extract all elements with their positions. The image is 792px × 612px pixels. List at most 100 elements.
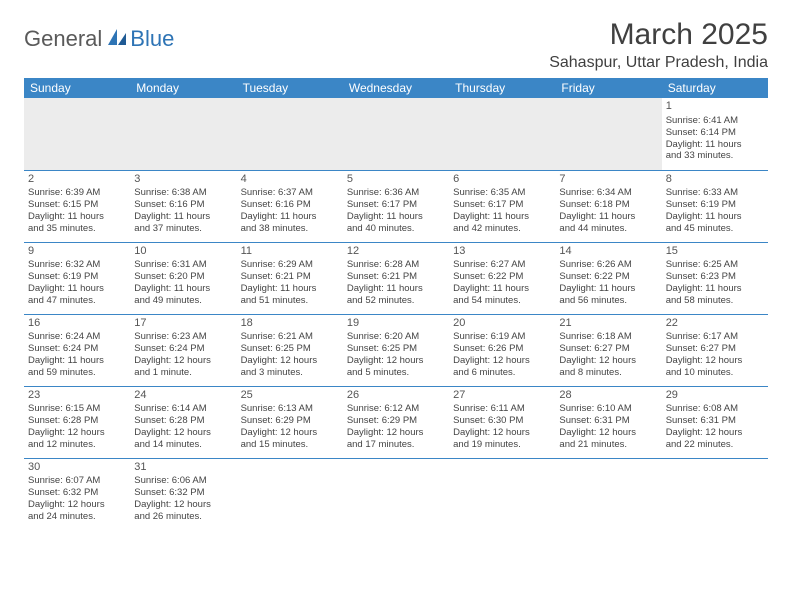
daylight-text: and 44 minutes.: [559, 223, 657, 235]
calendar-cell: 2Sunrise: 6:39 AMSunset: 6:15 PMDaylight…: [24, 170, 130, 242]
sunrise-text: Sunrise: 6:19 AM: [453, 331, 551, 343]
sunrise-text: Sunrise: 6:38 AM: [134, 187, 232, 199]
day-header-row: Sunday Monday Tuesday Wednesday Thursday…: [24, 78, 768, 98]
calendar-cell: 10Sunrise: 6:31 AMSunset: 6:20 PMDayligh…: [130, 242, 236, 314]
day-number: 26: [347, 389, 445, 403]
day-number: 8: [666, 173, 764, 187]
day-number: 15: [666, 245, 764, 259]
day-number: 13: [453, 245, 551, 259]
sunrise-text: Sunrise: 6:14 AM: [134, 403, 232, 415]
daylight-text: and 58 minutes.: [666, 295, 764, 307]
sunrise-text: Sunrise: 6:32 AM: [28, 259, 126, 271]
calendar-cell: 4Sunrise: 6:37 AMSunset: 6:16 PMDaylight…: [237, 170, 343, 242]
calendar-cell: 8Sunrise: 6:33 AMSunset: 6:19 PMDaylight…: [662, 170, 768, 242]
daylight-text: and 6 minutes.: [453, 367, 551, 379]
day-number: 18: [241, 317, 339, 331]
daylight-text: and 49 minutes.: [134, 295, 232, 307]
daylight-text: Daylight: 12 hours: [134, 355, 232, 367]
sunset-text: Sunset: 6:16 PM: [134, 199, 232, 211]
daylight-text: Daylight: 11 hours: [666, 139, 764, 151]
calendar-row: 16Sunrise: 6:24 AMSunset: 6:24 PMDayligh…: [24, 314, 768, 386]
calendar-cell: 15Sunrise: 6:25 AMSunset: 6:23 PMDayligh…: [662, 242, 768, 314]
sunset-text: Sunset: 6:28 PM: [134, 415, 232, 427]
daylight-text: Daylight: 11 hours: [559, 211, 657, 223]
calendar-cell: 3Sunrise: 6:38 AMSunset: 6:16 PMDaylight…: [130, 170, 236, 242]
sunrise-text: Sunrise: 6:18 AM: [559, 331, 657, 343]
sunset-text: Sunset: 6:19 PM: [666, 199, 764, 211]
calendar-cell: 19Sunrise: 6:20 AMSunset: 6:25 PMDayligh…: [343, 314, 449, 386]
sunrise-text: Sunrise: 6:17 AM: [666, 331, 764, 343]
daylight-text: and 14 minutes.: [134, 439, 232, 451]
calendar-cell: [662, 458, 768, 530]
calendar-row: 9Sunrise: 6:32 AMSunset: 6:19 PM Daylight…: [24, 242, 768, 314]
sunset-text: Sunset: 6:18 PM: [559, 199, 657, 211]
calendar-row: 1Sunrise: 6:41 AMSunset: 6:14 PMDaylight…: [24, 98, 768, 170]
daylight-text: Daylight: 12 hours: [666, 427, 764, 439]
sunset-text: Sunset: 6:22 PM: [559, 271, 657, 283]
daylight-text: and 24 minutes.: [28, 511, 126, 523]
col-thursday: Thursday: [449, 78, 555, 98]
sunset-text: Sunset: 6:19 PM: [28, 271, 126, 283]
calendar-cell: 25Sunrise: 6:13 AMSunset: 6:29 PMDayligh…: [237, 386, 343, 458]
daylight-text: Daylight: 12 hours: [559, 355, 657, 367]
sunset-text: Sunset: 6:25 PM: [347, 343, 445, 355]
day-number: 21: [559, 317, 657, 331]
daylight-text: Daylight: 11 hours: [241, 283, 339, 295]
daylight-text: Daylight: 12 hours: [241, 355, 339, 367]
calendar-row: 30Sunrise: 6:07 AMSunset: 6:32 PMDayligh…: [24, 458, 768, 530]
day-number: 17: [134, 317, 232, 331]
sunrise-text: Sunrise: 6:23 AM: [134, 331, 232, 343]
sunrise-text: Sunrise: 6:11 AM: [453, 403, 551, 415]
daylight-text: Daylight: 12 hours: [453, 355, 551, 367]
sunset-text: Sunset: 6:29 PM: [241, 415, 339, 427]
title-block: March 2025 Sahaspur, Uttar Pradesh, Indi…: [549, 18, 768, 72]
calendar-cell: 24Sunrise: 6:14 AMSunset: 6:28 PMDayligh…: [130, 386, 236, 458]
daylight-text: Daylight: 12 hours: [28, 499, 126, 511]
calendar-cell: [449, 98, 555, 170]
calendar-cell: 29Sunrise: 6:08 AMSunset: 6:31 PMDayligh…: [662, 386, 768, 458]
daylight-text: Daylight: 11 hours: [28, 211, 126, 223]
daylight-text: Daylight: 12 hours: [134, 499, 232, 511]
sunset-text: Sunset: 6:24 PM: [28, 343, 126, 355]
daylight-text: and 40 minutes.: [347, 223, 445, 235]
daylight-text: and 54 minutes.: [453, 295, 551, 307]
calendar-cell: 5Sunrise: 6:36 AMSunset: 6:17 PMDaylight…: [343, 170, 449, 242]
sunset-text: Sunset: 6:31 PM: [666, 415, 764, 427]
day-number: 7: [559, 173, 657, 187]
daylight-text: and 52 minutes.: [347, 295, 445, 307]
calendar-cell: [555, 98, 661, 170]
calendar-cell: [237, 98, 343, 170]
sunrise-text: Sunrise: 6:34 AM: [559, 187, 657, 199]
day-number: 11: [241, 245, 339, 259]
day-number: 9: [28, 245, 126, 259]
sunrise-text: Sunrise: 6:27 AM: [453, 259, 551, 271]
sunset-text: Sunset: 6:20 PM: [134, 271, 232, 283]
sunset-text: Sunset: 6:32 PM: [28, 487, 126, 499]
day-number: 27: [453, 389, 551, 403]
calendar-cell: [449, 458, 555, 530]
daylight-text: and 45 minutes.: [666, 223, 764, 235]
sunset-text: Sunset: 6:29 PM: [347, 415, 445, 427]
calendar-cell: 9Sunrise: 6:32 AMSunset: 6:19 PMDaylight…: [24, 242, 130, 314]
daylight-text: Daylight: 11 hours: [559, 283, 657, 295]
daylight-text: Daylight: 11 hours: [134, 283, 232, 295]
sunset-text: Sunset: 6:15 PM: [28, 199, 126, 211]
month-title: March 2025: [549, 18, 768, 52]
sunset-text: Sunset: 6:23 PM: [666, 271, 764, 283]
sunrise-text: Sunrise: 6:41 AM: [666, 115, 764, 127]
calendar-cell: [130, 98, 236, 170]
calendar-cell: 23Sunrise: 6:15 AMSunset: 6:28 PMDayligh…: [24, 386, 130, 458]
daylight-text: Daylight: 11 hours: [241, 211, 339, 223]
day-number: 24: [134, 389, 232, 403]
daylight-text: and 22 minutes.: [666, 439, 764, 451]
calendar-cell: [343, 458, 449, 530]
day-number: 28: [559, 389, 657, 403]
calendar-cell: 11Sunrise: 6:29 AMSunset: 6:21 PMDayligh…: [237, 242, 343, 314]
daylight-text: Daylight: 11 hours: [347, 283, 445, 295]
day-number: 22: [666, 317, 764, 331]
daylight-text: Daylight: 12 hours: [666, 355, 764, 367]
day-number: 23: [28, 389, 126, 403]
sunrise-text: Sunrise: 6:39 AM: [28, 187, 126, 199]
daylight-text: Daylight: 12 hours: [453, 427, 551, 439]
calendar-cell: 21Sunrise: 6:18 AMSunset: 6:27 PMDayligh…: [555, 314, 661, 386]
